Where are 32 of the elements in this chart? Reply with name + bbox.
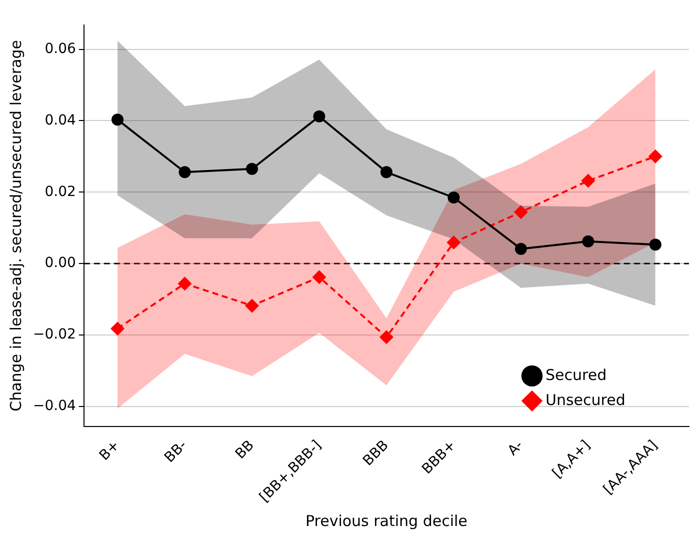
point [313, 110, 326, 122]
y-tick-label: −0.04 [32, 398, 76, 414]
y-tick-label: 0.02 [44, 184, 76, 200]
point [246, 162, 258, 175]
point [582, 235, 594, 248]
legend-label: Unsecured [546, 390, 626, 409]
point [312, 270, 326, 284]
point [110, 322, 125, 336]
point [648, 149, 662, 164]
point [379, 330, 394, 344]
x-axis-title: Previous rating decile [305, 512, 468, 530]
point [581, 174, 596, 188]
point [244, 298, 259, 313]
point [446, 236, 461, 250]
x-tick-label: A- [504, 437, 526, 459]
x-tick-label: B+ [96, 437, 123, 464]
y-axis-title: Change in lease-adj. secured/unsecured leverage [6, 40, 25, 412]
y-tick-label: 0.06 [44, 40, 76, 57]
point [514, 205, 528, 220]
point [112, 114, 124, 126]
point [178, 276, 192, 291]
legend-label: Secured [546, 366, 607, 384]
y-tick-label: 0.04 [44, 112, 76, 128]
x-tick-label: BB- [162, 437, 190, 466]
y-tick-label: −0.02 [32, 326, 76, 343]
point [514, 242, 527, 255]
point [178, 166, 191, 178]
point [649, 238, 662, 251]
point [448, 192, 460, 204]
y-tick-label: 0.00 [44, 255, 76, 272]
x-tick-label: BB [232, 437, 258, 462]
point [380, 166, 392, 178]
